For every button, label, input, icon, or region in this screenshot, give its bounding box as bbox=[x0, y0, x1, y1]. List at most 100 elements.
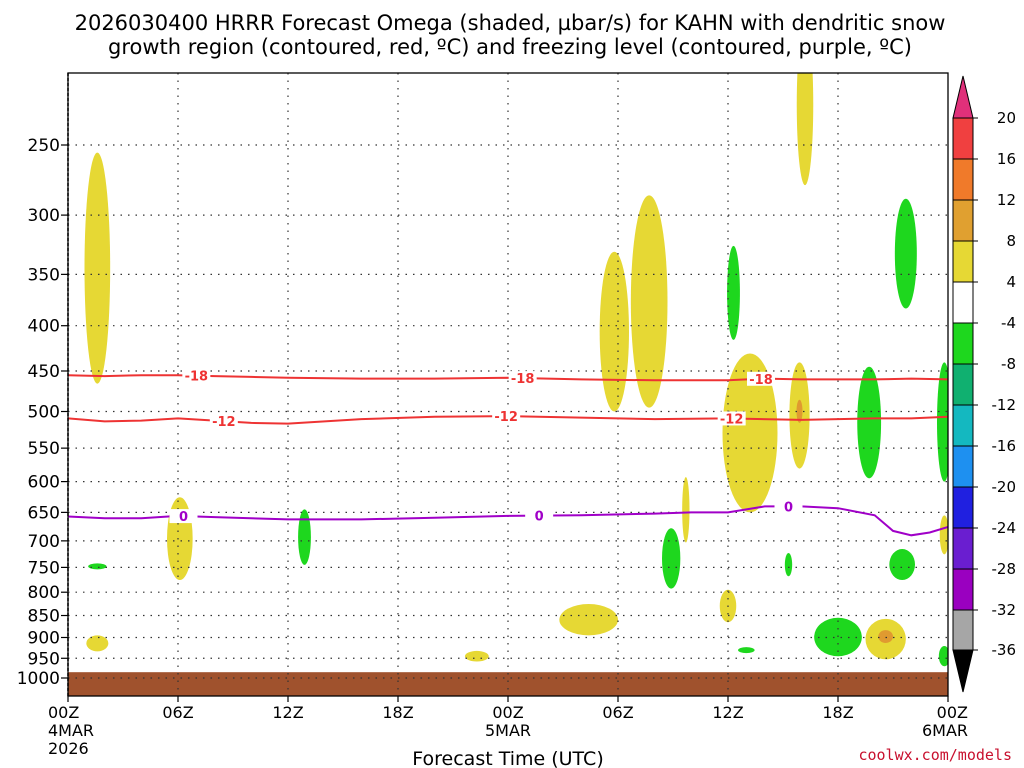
dgz-bottom-label-2: -12 bbox=[720, 412, 744, 427]
dgz-top-contour bbox=[68, 374, 948, 382]
x-tick-date-48: 6MAR bbox=[922, 721, 968, 740]
colorbar-label-7: -12 bbox=[992, 396, 1017, 414]
omega-region-27 bbox=[938, 645, 948, 667]
colorbar-label-4: 4 bbox=[1006, 273, 1016, 291]
plot-content: -18 -18 -18 -12 -12 -12 0 0 0 bbox=[68, 73, 948, 696]
colorbar-label-8: -16 bbox=[992, 437, 1017, 455]
colorbar-bin-11 bbox=[952, 527, 974, 570]
omega-region-1 bbox=[86, 635, 109, 652]
y-tick-label-850: 850 bbox=[28, 607, 60, 627]
x-tick-date-0: 4MAR bbox=[48, 721, 94, 740]
colorbar-bin-6 bbox=[952, 322, 974, 365]
y-tick-label-800: 800 bbox=[28, 583, 60, 603]
dgz-top-label-bg-2 bbox=[747, 371, 775, 386]
dgz-bottom-label-bg-2 bbox=[717, 411, 746, 426]
x-axis-title: Forecast Time (UTC) bbox=[412, 748, 603, 768]
x-tick-label-36: 12Z bbox=[712, 703, 743, 722]
colorbar-bin-3 bbox=[952, 199, 974, 242]
chart-title-line-2: growth region (contoured, red, ºC) and f… bbox=[108, 35, 912, 59]
x-tick-label-12: 12Z bbox=[272, 703, 303, 722]
colorbar-label-10: -24 bbox=[992, 519, 1017, 537]
colorbar-bin-12 bbox=[952, 568, 974, 611]
x-tick-label-24: 00Z bbox=[492, 703, 523, 722]
freezing-level-label-0: 0 bbox=[179, 510, 188, 525]
colorbar-label-2: 12 bbox=[997, 191, 1016, 209]
credit-link[interactable]: coolwx.com/models bbox=[858, 746, 1012, 764]
dgz-top-label-1: -18 bbox=[511, 372, 535, 387]
colorbar-bin-10 bbox=[952, 486, 974, 529]
omega-region-26 bbox=[937, 362, 948, 482]
y-tick-label-900: 900 bbox=[28, 628, 60, 648]
dgz-bottom-contour bbox=[68, 415, 948, 425]
x-tick-label-30: 06Z bbox=[602, 703, 633, 722]
omega-region-10 bbox=[796, 73, 814, 186]
omega-region-9 bbox=[722, 353, 778, 513]
x-tick-label-6: 06Z bbox=[162, 703, 193, 722]
freezing-level-label-2: 0 bbox=[784, 500, 793, 515]
dgz-bottom-label-0: -12 bbox=[212, 415, 236, 430]
y-tick-label-350: 350 bbox=[28, 265, 60, 285]
dgz-bottom-label-1: -12 bbox=[494, 410, 518, 425]
x-tick-label-48: 00Z bbox=[937, 703, 968, 722]
y-tick-label-650: 650 bbox=[28, 503, 60, 523]
dgz-bottom-label-bg-1 bbox=[492, 409, 521, 424]
x-tick-year-0: 2026 bbox=[48, 739, 89, 758]
x-tick-label-42: 18Z bbox=[822, 703, 853, 722]
colorbar-label-13: -36 bbox=[992, 641, 1017, 659]
omega-region-25 bbox=[894, 198, 917, 309]
y-tick-label-450: 450 bbox=[28, 362, 60, 382]
omega-region-20 bbox=[738, 647, 755, 654]
freezing-level-label-bg-1 bbox=[525, 508, 554, 523]
freezing-level-label-bg-0 bbox=[169, 509, 198, 524]
y-tick-label-950: 950 bbox=[28, 649, 60, 669]
omega-region-24 bbox=[889, 549, 916, 580]
omega-region-0 bbox=[84, 152, 111, 384]
omega-region-5 bbox=[599, 251, 629, 412]
y-tick-label-550: 550 bbox=[28, 439, 60, 459]
colorbar-label-0: 20 bbox=[997, 109, 1016, 127]
dgz-top-label-0: -18 bbox=[185, 370, 209, 385]
omega-region-7 bbox=[682, 477, 690, 543]
colorbar-bin-7 bbox=[952, 363, 974, 406]
omega-region-18 bbox=[662, 528, 681, 589]
omega-region-6 bbox=[630, 195, 668, 408]
colorbar-bin-13 bbox=[952, 609, 974, 651]
y-tick-label-750: 750 bbox=[28, 558, 60, 578]
colorbar-label-1: 16 bbox=[997, 150, 1016, 168]
omega-region-14 bbox=[878, 630, 894, 644]
colorbar-label-5: -4 bbox=[1001, 314, 1016, 332]
x-tick-label-18: 18Z bbox=[382, 703, 413, 722]
colorbar-label-12: -32 bbox=[992, 601, 1017, 619]
terrain-band bbox=[68, 672, 948, 696]
y-axis: 2503003504004505005506006507007508008509… bbox=[17, 136, 68, 689]
omega-region-16 bbox=[88, 563, 107, 570]
dgz-top-label-bg-0 bbox=[182, 368, 211, 383]
omega-region-4 bbox=[559, 604, 619, 636]
dgz-bottom-label-bg-0 bbox=[209, 414, 238, 429]
omega-region-13 bbox=[939, 515, 948, 555]
omega-region-23 bbox=[857, 366, 882, 479]
x-tick-date-24: 5MAR bbox=[485, 721, 531, 740]
y-tick-label-250: 250 bbox=[28, 136, 60, 156]
y-tick-label-700: 700 bbox=[28, 532, 60, 552]
dgz-top-label-bg-1 bbox=[508, 371, 537, 386]
colorbar-label-11: -28 bbox=[992, 560, 1017, 578]
colorbar-bin-9 bbox=[952, 445, 974, 488]
colorbar-label-6: -8 bbox=[1001, 355, 1016, 373]
colorbar-bin-8 bbox=[952, 404, 974, 447]
omega-region-19 bbox=[727, 245, 740, 340]
freezing-level-label-bg-2 bbox=[774, 499, 803, 514]
chart-title-line-1: 2026030400 HRRR Forecast Omega (shaded, … bbox=[75, 11, 946, 35]
omega-region-22 bbox=[814, 617, 862, 657]
dgz-top-label-2: -18 bbox=[749, 373, 773, 388]
colorbar-bin-1 bbox=[952, 117, 974, 160]
colorbar-bin-4 bbox=[952, 240, 974, 283]
colorbar-bin-bottom bbox=[952, 649, 974, 693]
y-tick-label-300: 300 bbox=[28, 206, 60, 226]
y-tick-label-1000: 1000 bbox=[17, 669, 60, 689]
omega-region-17 bbox=[298, 509, 311, 565]
colorbar-bin-top bbox=[952, 75, 974, 119]
y-tick-label-500: 500 bbox=[28, 403, 60, 423]
